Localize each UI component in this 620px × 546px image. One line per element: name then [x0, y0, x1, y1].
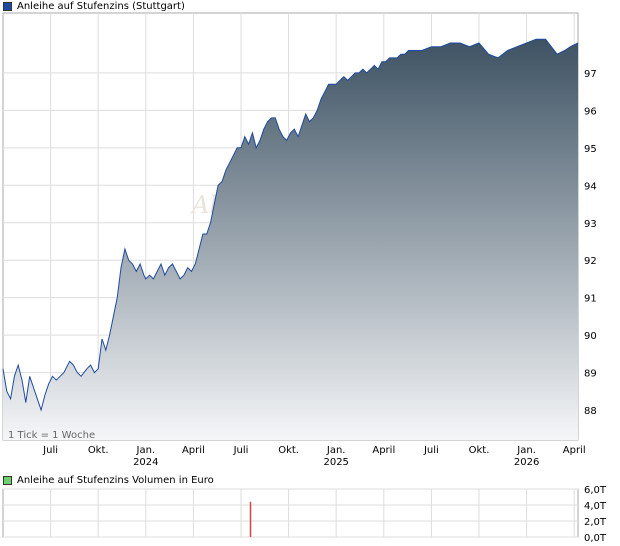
x-tick-label: Juli	[233, 445, 249, 456]
price-legend-label: Anleihe auf Stufenzins (Stuttgart)	[17, 1, 185, 12]
x-tick-label: Okt.	[88, 445, 109, 456]
y-tick-label: 93	[584, 219, 597, 230]
x-tick-label: Jan.	[326, 445, 346, 456]
y-tick-label: 94	[584, 181, 597, 192]
y-tick-label: 97	[584, 69, 597, 80]
price-legend: Anleihe auf Stufenzins (Stuttgart)	[3, 1, 185, 12]
volume-legend-swatch	[3, 476, 12, 485]
price-series-line	[2, 38, 579, 412]
y-tick-label: 96	[584, 106, 597, 117]
tick-annotation: 1 Tick = 1 Woche	[8, 430, 95, 441]
volume-plot-frame	[2, 488, 579, 538]
x-year-label: 2025	[323, 457, 348, 468]
y-tick-label: 89	[584, 369, 597, 380]
x-tick-label: Juli	[423, 445, 439, 456]
x-tick-label: April	[372, 445, 395, 456]
y-tick-label: 90	[584, 331, 597, 342]
x-tick-label: Okt.	[469, 445, 490, 456]
x-tick-label: Jan.	[516, 445, 536, 456]
y-tick-label: 95	[584, 144, 597, 155]
price-area	[3, 39, 578, 440]
x-tick-label: April	[182, 445, 205, 456]
y-tick-label: 91	[584, 294, 597, 305]
y-tick-label: 88	[584, 406, 597, 417]
y-tick-label: 92	[584, 256, 597, 267]
x-tick-label: April	[563, 445, 586, 456]
x-year-label: 2026	[514, 457, 539, 468]
volume-legend-label: Anleihe auf Stufenzins Volumen in Euro	[17, 475, 214, 486]
x-tick-label: Juli	[42, 445, 58, 456]
x-year-label: 2024	[133, 457, 158, 468]
volume-bar	[249, 501, 252, 537]
volume-y-tick-label: 0,0T	[584, 533, 607, 544]
x-tick-label: Jan.	[136, 445, 156, 456]
volume-y-tick-label: 4,0T	[584, 501, 607, 512]
volume-y-tick-label: 2,0T	[584, 517, 607, 528]
volume-legend: Anleihe auf Stufenzins Volumen in Euro	[3, 475, 214, 486]
x-tick-label: Okt.	[278, 445, 299, 456]
volume-y-tick-label: 6,0T	[584, 485, 607, 496]
price-legend-swatch	[3, 2, 12, 11]
